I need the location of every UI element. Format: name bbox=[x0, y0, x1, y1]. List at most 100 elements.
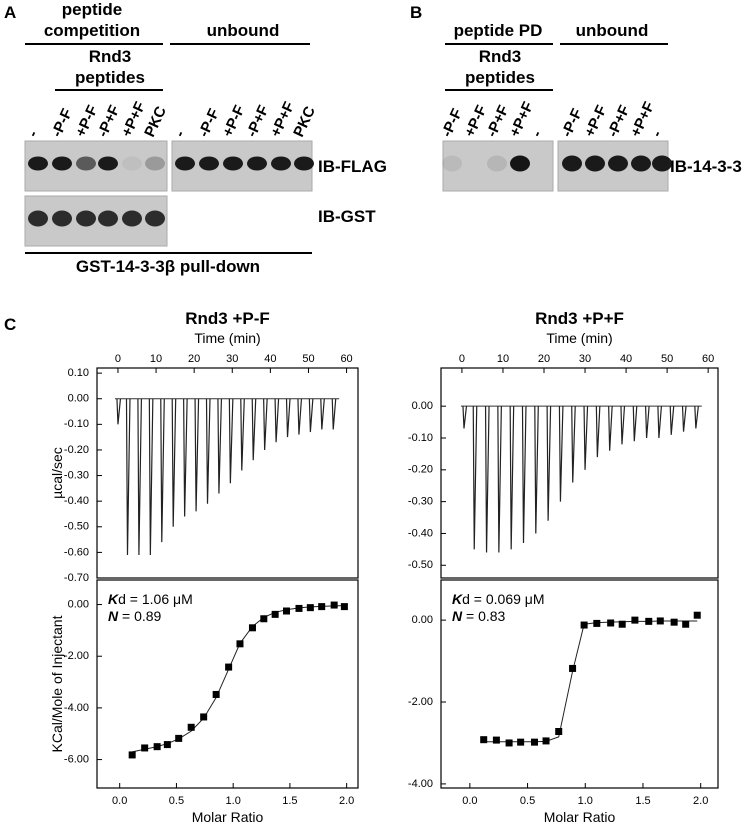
band bbox=[76, 156, 96, 171]
band bbox=[608, 155, 628, 172]
annotation-symbol: K bbox=[452, 591, 463, 607]
blot-label: IB-14-3-3 bbox=[670, 157, 742, 176]
data-point bbox=[187, 723, 195, 731]
header: unbound bbox=[576, 21, 649, 40]
band bbox=[223, 156, 243, 171]
header: peptide bbox=[62, 0, 122, 19]
injection-peak bbox=[484, 406, 490, 553]
band bbox=[98, 156, 118, 171]
lane-label: - bbox=[648, 128, 666, 140]
data-point bbox=[200, 713, 208, 721]
footer: GST-14-3-3β pull-down bbox=[76, 257, 260, 276]
x-tick-label: 40 bbox=[620, 353, 632, 365]
injection-peak bbox=[320, 398, 325, 430]
header: peptide PD bbox=[454, 21, 543, 40]
injection-peak bbox=[116, 398, 122, 425]
injection-peak bbox=[583, 406, 589, 470]
chart-title: Rnd3 +P+F bbox=[535, 309, 624, 328]
data-point bbox=[212, 690, 220, 698]
annotation-symbol: N bbox=[452, 608, 463, 624]
x-tick-label: 1.5 bbox=[635, 795, 650, 807]
data-point bbox=[670, 618, 678, 626]
band bbox=[98, 210, 118, 227]
data-point bbox=[340, 603, 348, 611]
band bbox=[122, 210, 142, 227]
y-tick-label: 0.00 bbox=[68, 598, 89, 610]
injection-peak bbox=[331, 398, 337, 430]
x-axis-title: Time (min) bbox=[546, 330, 612, 346]
x-tick-label: 60 bbox=[702, 353, 714, 365]
injection-peak bbox=[571, 406, 576, 483]
y-tick-label: -0.10 bbox=[408, 432, 433, 444]
blot bbox=[24, 140, 168, 192]
injection-peak bbox=[558, 406, 564, 502]
injection-peak bbox=[217, 398, 223, 494]
injection-peak bbox=[251, 398, 257, 461]
data-point bbox=[128, 751, 136, 759]
data-point bbox=[607, 619, 615, 627]
x-tick-label: 2.0 bbox=[339, 795, 354, 807]
panel-label: A bbox=[4, 3, 16, 22]
band bbox=[52, 156, 72, 171]
y-tick-label: -6.00 bbox=[64, 753, 89, 765]
chart-title: Rnd3 +P-F bbox=[185, 309, 270, 328]
blot-label: IB-GST bbox=[318, 207, 376, 226]
annotation: N = 0.89 bbox=[108, 608, 162, 624]
x-tick-label: 50 bbox=[302, 353, 314, 365]
x-axis-title: Molar Ratio bbox=[544, 809, 616, 825]
annotation-symbol: N bbox=[108, 608, 119, 624]
data-point bbox=[530, 738, 538, 746]
panel-label: C bbox=[4, 315, 16, 334]
injection-peak bbox=[160, 398, 165, 543]
y-tick-label: -4.00 bbox=[408, 778, 433, 790]
injection-peak bbox=[595, 406, 601, 458]
x-tick-label: 0.5 bbox=[520, 795, 535, 807]
x-tick-label: 1.0 bbox=[226, 795, 241, 807]
data-point bbox=[260, 615, 268, 623]
header: peptides bbox=[75, 68, 145, 87]
injection-peak bbox=[171, 398, 177, 527]
y-tick-label: 0.00 bbox=[412, 614, 433, 626]
annotation-text: = 0.83 bbox=[462, 608, 505, 624]
data-point bbox=[163, 741, 171, 749]
data-point bbox=[492, 736, 500, 744]
injection-peak bbox=[462, 406, 468, 429]
band bbox=[562, 155, 582, 172]
data-point bbox=[295, 604, 303, 612]
y-tick-label: 0.10 bbox=[68, 367, 89, 379]
x-tick-label: 1.0 bbox=[578, 795, 593, 807]
injection-peak bbox=[681, 406, 687, 432]
data-point bbox=[542, 737, 550, 745]
injection-peak bbox=[546, 406, 552, 521]
band bbox=[442, 155, 462, 172]
x-tick-label: 10 bbox=[150, 353, 162, 365]
data-point bbox=[517, 738, 525, 746]
y-tick-label: -0.50 bbox=[64, 521, 89, 533]
band bbox=[487, 155, 507, 172]
band bbox=[585, 155, 605, 172]
data-point bbox=[645, 617, 653, 625]
x-tick-label: 2.0 bbox=[693, 795, 708, 807]
y-tick-label: -0.50 bbox=[408, 559, 433, 571]
x-tick-label: 1.5 bbox=[282, 795, 297, 807]
x-tick-label: 60 bbox=[340, 353, 352, 365]
x-tick-label: 20 bbox=[538, 353, 550, 365]
data-point bbox=[175, 734, 183, 742]
data-point bbox=[330, 601, 338, 609]
injection-peak bbox=[644, 406, 650, 439]
injection-peak bbox=[285, 398, 291, 438]
band bbox=[76, 210, 96, 227]
injection-peak bbox=[521, 406, 527, 544]
injection-peak bbox=[205, 398, 211, 504]
data-point bbox=[141, 744, 149, 752]
y-tick-label: 0.00 bbox=[412, 400, 433, 412]
y-tick-label: -0.60 bbox=[64, 546, 89, 558]
y-tick-label: 0.00 bbox=[68, 393, 89, 405]
band bbox=[122, 156, 142, 171]
band bbox=[247, 156, 267, 171]
injection-peak bbox=[620, 406, 626, 445]
injection-peak bbox=[125, 398, 131, 555]
blot bbox=[24, 195, 168, 247]
lane-label: - bbox=[171, 128, 189, 140]
x-tick-label: 40 bbox=[264, 353, 276, 365]
